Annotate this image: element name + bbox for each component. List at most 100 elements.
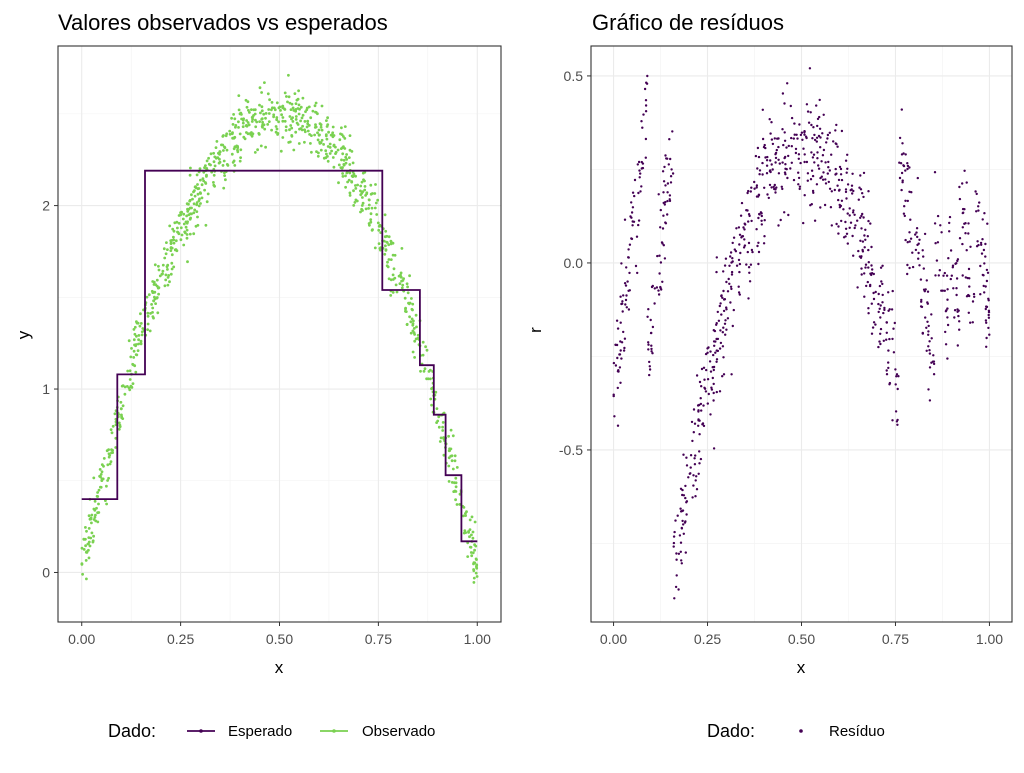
residual-point [890,308,894,311]
residual-point [830,224,833,227]
observed-point [237,126,240,129]
observed-point [274,125,278,128]
residual-point [716,310,719,314]
residual-point [870,272,874,275]
residual-point [877,292,880,296]
residual-point [698,403,701,407]
residual-point [792,137,795,140]
right-gridlines [591,46,1012,622]
residual-point [722,270,725,273]
residual-point [824,161,827,164]
residual-point [811,156,815,159]
residual-point [982,274,985,277]
residual-point [697,409,700,412]
observed-point [179,211,183,215]
residual-point [760,223,763,226]
residual-point [902,164,905,167]
residual-point [715,360,718,363]
residual-point [848,207,851,210]
residual-point [986,271,990,274]
observed-point [472,581,476,584]
residual-point [641,126,644,129]
residual-point [864,228,867,231]
residual-point [692,408,696,411]
observed-point [263,81,266,84]
residual-point [879,304,882,307]
observed-point [297,112,301,116]
residual-point [870,264,873,267]
residual-point [906,272,909,276]
residual-point [783,139,787,142]
residual-point [861,192,864,195]
residual-point [924,316,927,319]
residual-point [799,161,802,165]
residual-point [849,221,853,224]
observed-point [246,121,250,124]
residual-point [732,236,736,239]
residual-point [806,110,810,113]
residual-point [818,98,821,102]
residual-point [628,243,632,246]
observed-point [139,342,143,346]
residual-point [748,271,751,274]
residual-point [957,314,960,318]
residual-point [933,171,937,174]
residual-point [637,219,641,222]
residual-point [817,134,821,138]
observed-point [416,333,420,337]
observed-point [233,117,237,121]
residual-point [725,306,728,309]
residual-point [623,218,627,221]
observed-point [466,555,470,558]
residual-point [779,218,782,222]
residual-point [985,305,989,309]
right-legend-title: Dado: [707,721,755,741]
left-legend-title: Dado: [108,721,156,741]
residual-point [774,156,778,160]
observed-point [228,129,232,133]
y-tick-label: 0.0 [564,255,584,271]
residual-point [730,270,734,274]
observed-point [398,282,402,285]
observed-point [107,452,111,456]
residual-point [955,277,959,280]
observed-point [101,477,105,481]
residual-point [631,206,635,209]
residual-point [900,188,903,192]
residual-point [857,249,860,253]
residual-point [983,291,986,294]
residual-point [816,124,819,128]
observed-point [132,356,136,359]
observed-point [391,273,395,277]
residual-point [984,285,987,288]
residual-point [871,268,874,271]
observed-point [170,267,174,271]
observed-point [121,417,125,420]
residual-point [810,123,813,127]
observed-point [297,103,301,107]
residual-point [728,264,731,267]
residual-point [926,290,930,293]
residual-point [730,287,733,291]
observed-point [300,116,304,120]
residual-point [624,284,628,287]
observed-point [350,150,354,153]
residual-point [735,227,738,230]
residual-point [878,284,882,288]
observed-point [204,182,208,185]
residual-point [982,284,985,288]
x-tick-label: 0.50 [266,631,293,647]
observed-point [294,102,298,105]
observed-point [155,278,159,282]
residual-point [650,347,653,351]
residual-point [815,140,818,143]
residual-point [906,263,909,267]
observed-point [151,315,155,318]
residual-point [685,464,689,467]
residual-point [621,300,624,303]
residual-point [712,365,716,369]
residual-point [713,344,716,347]
residual-point [795,133,798,136]
residual-point [840,129,844,133]
